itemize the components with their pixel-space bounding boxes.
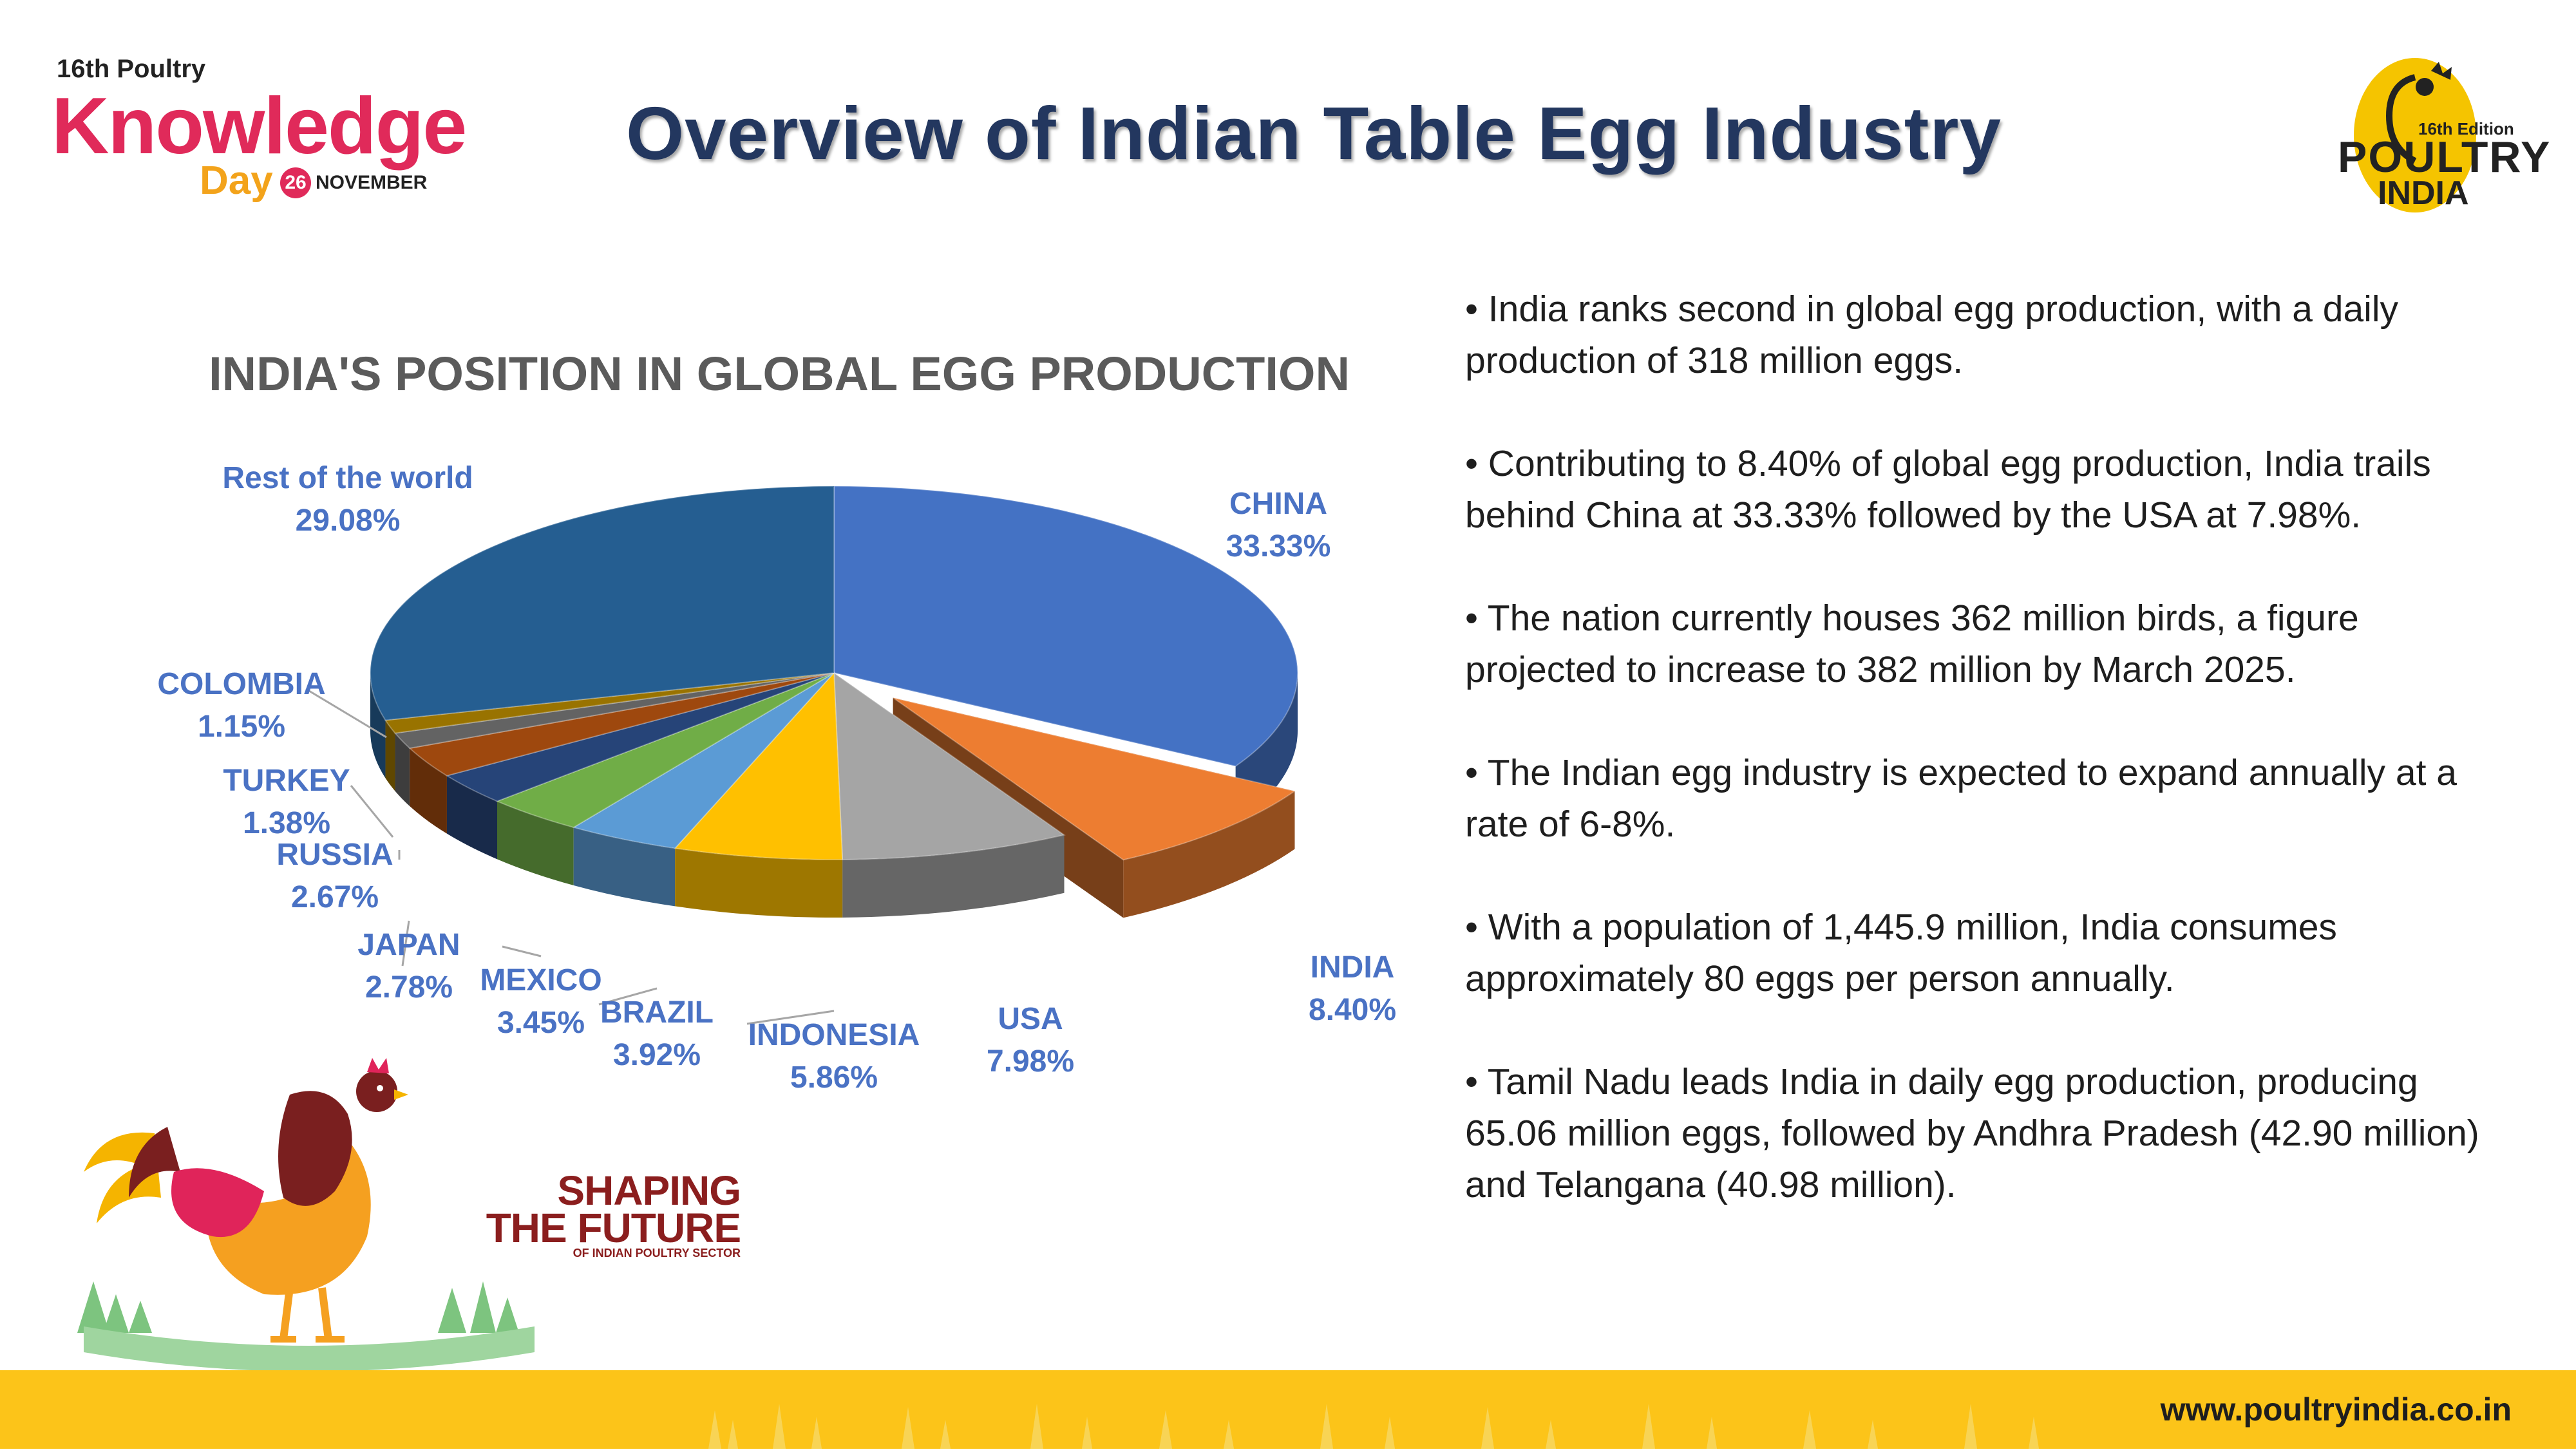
fact-bullet: • Contributing to 8.40% of global egg pr…	[1465, 443, 2431, 536]
pie-label-category: INDONESIA	[748, 1018, 920, 1052]
pie-leader-turkey	[350, 785, 394, 838]
pie-label-value: 1.15%	[197, 710, 286, 744]
pie-slice-usa	[833, 672, 1066, 860]
logo-left-month: NOVEMBER	[316, 172, 428, 193]
pie-slice-china	[833, 485, 1298, 768]
pie-slice-turkey	[393, 672, 835, 750]
pie-label-category: MEXICO	[480, 963, 602, 997]
pie-slice-rest-of-the-world	[370, 485, 835, 721]
fact-bullet: • The nation currently houses 362 millio…	[1465, 598, 2359, 690]
tagline-line-1: SHAPING	[557, 1167, 741, 1214]
pie-slice-india	[893, 697, 1296, 861]
pie-side-india	[1123, 791, 1295, 918]
pie-label-usa: USA 7.98%	[902, 998, 1159, 1083]
pie-label-category: TURKEY	[223, 764, 350, 798]
pie-slice-brazil	[572, 672, 835, 849]
footer-bar	[0, 1370, 2576, 1449]
pie-side-colombia	[385, 720, 395, 791]
pie-leader-japan	[401, 920, 410, 966]
pie-side-turkey	[395, 733, 410, 807]
pie-label-russia: RUSSIA 2.67%	[206, 834, 464, 919]
pie-leader-colombia	[305, 688, 387, 739]
pie-label-mexico: MEXICO 3.45%	[412, 959, 670, 1044]
pie-leader-brazil	[598, 987, 658, 1006]
fact-bullet: • Tamil Nadu leads India in daily egg pr…	[1465, 1061, 2479, 1205]
poultry-india-logo: 16th Edition POULTRY INDIA	[2306, 52, 2550, 219]
pie-slice-japan	[445, 672, 835, 802]
pie-label-indonesia: INDONESIA 5.86%	[705, 1014, 963, 1099]
pie-label-value: 29.08%	[295, 504, 401, 538]
logo-left-date: 26	[280, 167, 311, 198]
logo-right-edition: 16th Edition	[2418, 119, 2514, 138]
pie-label-rest-of-the-world: Rest of the world 29.08%	[219, 457, 477, 542]
pie-side-indonesia	[675, 848, 843, 918]
logo-left-top: 16th Poultry	[57, 55, 206, 83]
pie-label-value: 2.67%	[290, 880, 379, 914]
pie-slice-colombia	[384, 672, 835, 734]
pie-label-value: 5.86%	[790, 1061, 878, 1095]
pie-label-value: 2.78%	[365, 970, 453, 1004]
fact-bullet: • The Indian egg industry is expected to…	[1465, 752, 2457, 845]
pie-label-category: COLOMBIA	[157, 667, 326, 701]
fact-bullet: • India ranks second in global egg produ…	[1465, 288, 2399, 381]
tagline-line-3: OF INDIAN POULTRY SECTOR	[573, 1247, 741, 1259]
key-facts-list: • India ranks second in global egg produ…	[1465, 283, 2496, 1262]
pie-slice-russia	[408, 672, 835, 777]
pie-leader-indonesia	[746, 1010, 835, 1025]
pie-label-turkey: TURKEY 1.38%	[158, 760, 415, 845]
pie-label-china: CHINA 33.33%	[1150, 483, 1407, 568]
pie-label-category: JAPAN	[357, 928, 460, 962]
pie-label-brazil: BRAZIL 3.92%	[528, 992, 786, 1077]
pie-label-value: 3.45%	[497, 1006, 585, 1040]
tagline-line-2: THE FUTURE	[486, 1205, 741, 1251]
pie-slice-mexico	[495, 672, 835, 829]
rooster-illustration	[77, 1058, 535, 1372]
grass-pattern-icon	[708, 1404, 2039, 1449]
pie-label-value: 8.40%	[1308, 993, 1397, 1027]
pie-side-rest-of-the-world	[370, 673, 386, 778]
logo-left-day: Day	[200, 158, 273, 203]
logo-left-main: Knowledge	[52, 82, 467, 171]
pie-leaders	[305, 688, 835, 1025]
pie-side-russia	[410, 748, 447, 834]
pie-tops	[370, 485, 1298, 861]
pie-leader-mexico	[502, 945, 542, 957]
pie-label-value: 3.92%	[612, 1038, 701, 1072]
website-url[interactable]: www.poultryindia.co.in	[2160, 1391, 2512, 1428]
logo-right-word: POULTRY	[2338, 133, 2552, 182]
pie-label-value: 1.38%	[242, 806, 331, 840]
knowledge-day-logo: 16th Poultry Knowledge Day 26 NOVEMBER	[52, 55, 467, 216]
pie-label-value: 33.33%	[1226, 529, 1331, 563]
pie-label-value: 7.98%	[986, 1044, 1075, 1079]
pie-slice-indonesia	[674, 671, 844, 860]
pie-label-category: INDIA	[1310, 950, 1395, 985]
chart-title: INDIA'S POSITION IN GLOBAL EGG PRODUCTIO…	[209, 347, 1350, 401]
pie-label-category: RUSSIA	[276, 838, 393, 872]
pie-label-colombia: COLOMBIA 1.15%	[113, 663, 370, 748]
pie-side-mexico	[497, 801, 574, 885]
page-title: Overview of Indian Table Egg Industry	[625, 91, 2002, 175]
pie-side-usa	[842, 834, 1065, 918]
fact-bullet: • With a population of 1,445.9 million, …	[1465, 907, 2337, 999]
pie-label-category: BRAZIL	[600, 995, 714, 1030]
pie-label-category: USA	[998, 1002, 1063, 1036]
pie-label-india: INDIA 8.40%	[1224, 947, 1481, 1032]
pie-label-japan: JAPAN 2.78%	[280, 924, 538, 1009]
logo-right-country: INDIA	[2378, 174, 2469, 212]
tagline: SHAPING THE FUTURE OF INDIAN POULTRY SEC…	[444, 1167, 741, 1260]
pie-side-japan	[446, 775, 498, 860]
hen-logo-icon	[2354, 58, 2476, 212]
pie-label-category: Rest of the world	[222, 461, 473, 495]
pie-label-category: CHINA	[1229, 487, 1327, 521]
pie-side-brazil	[573, 827, 676, 907]
